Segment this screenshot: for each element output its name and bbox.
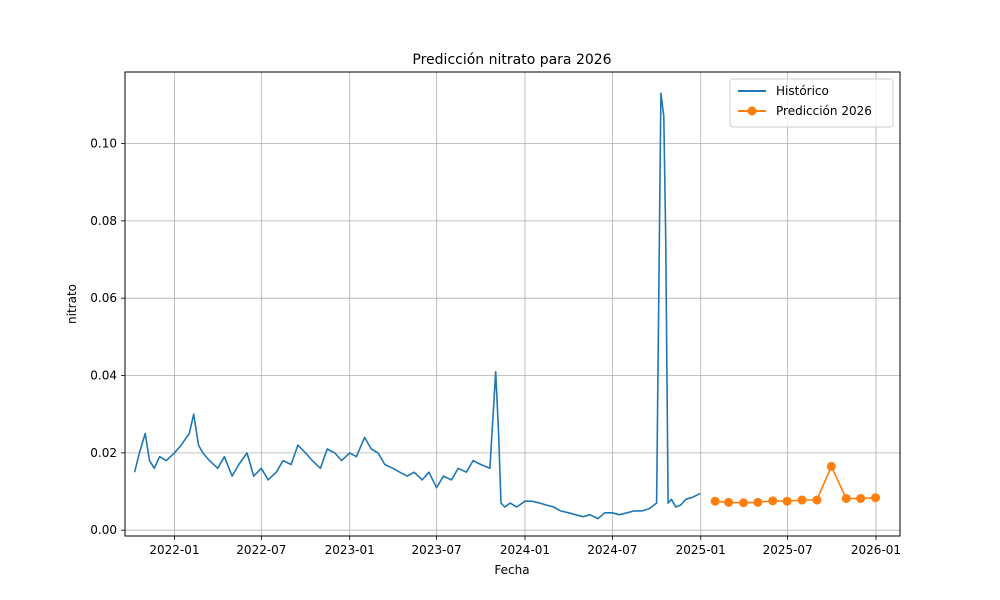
chart-title: Predicción nitrato para 2026 (412, 52, 611, 68)
y-tick-label: 0.04 (90, 369, 117, 383)
data-point-prediccion (782, 496, 792, 506)
x-tick-label: 2022-07 (236, 543, 286, 557)
data-point-prediccion (710, 496, 720, 506)
data-point-prediccion (841, 493, 851, 503)
legend-box (729, 78, 894, 128)
legend-label-prediccion: Predicción 2026 (776, 104, 872, 118)
plot-frame (124, 71, 901, 537)
x-tick-label: 2025-01 (676, 543, 726, 557)
y-tick-label: 0.06 (90, 291, 117, 305)
plot-area (133, 92, 881, 520)
data-point-prediccion (724, 497, 734, 507)
y-tick-label: 0.10 (90, 137, 117, 151)
y-tick-label: 0.00 (90, 523, 117, 537)
axes: 2022-01 2022-07 2023-01 2023-07 2024-01 2024-… (90, 137, 901, 557)
y-axis-title: nitrato (65, 284, 79, 324)
x-tick-label: 2025-07 (763, 543, 813, 557)
data-point-prediccion (768, 496, 778, 506)
legend-label-historico: Histórico (776, 84, 829, 98)
x-tick-label: 2026-01 (851, 543, 901, 557)
data-point-prediccion (738, 498, 748, 508)
x-tick-label: 2022-01 (149, 543, 199, 557)
x-tick-label: 2024-07 (587, 543, 637, 557)
legend: Histórico Predicción 2026 (729, 78, 894, 128)
data-point-prediccion (753, 497, 763, 507)
data-point-prediccion (812, 495, 822, 505)
legend-marker-prediccion (747, 106, 757, 116)
grid (125, 72, 900, 536)
series-line-historico (133, 92, 701, 520)
x-tick-label: 2023-01 (325, 543, 375, 557)
data-point-prediccion (856, 493, 866, 503)
y-tick-label: 0.02 (90, 446, 117, 460)
x-tick-label: 2023-07 (412, 543, 462, 557)
x-axis-title: Fecha (494, 563, 529, 577)
data-point-prediccion (797, 495, 807, 505)
data-point-prediccion (871, 493, 881, 503)
data-point-prediccion (826, 461, 836, 471)
y-tick-label: 0.08 (90, 214, 117, 228)
x-tick-label: 2024-01 (500, 543, 550, 557)
